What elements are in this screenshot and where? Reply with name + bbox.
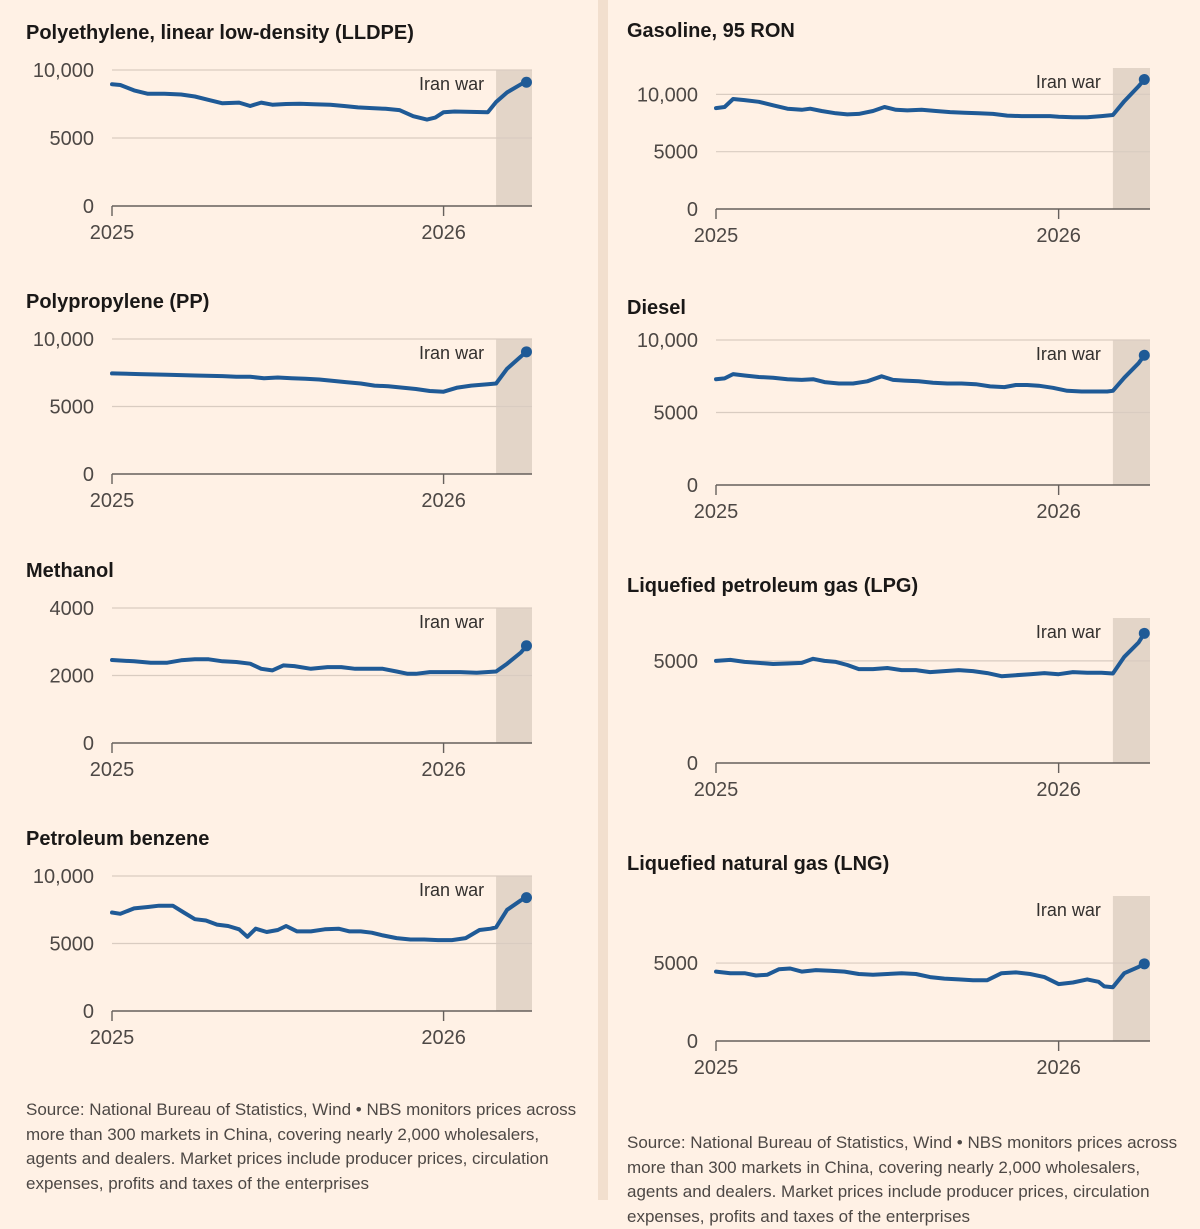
x-tick-label: 2025 xyxy=(90,1027,135,1049)
y-tick-label: 2000 xyxy=(50,666,95,688)
y-tick-label: 5000 xyxy=(50,397,95,419)
x-tick-label: 2025 xyxy=(694,1057,739,1079)
x-tick-label: 2026 xyxy=(421,222,466,244)
source-note-left: Source: National Bureau of Statistics, W… xyxy=(26,1100,577,1193)
x-tick-label: 2026 xyxy=(1036,225,1081,247)
y-tick-label: 5000 xyxy=(654,142,699,164)
y-tick-label: 10,000 xyxy=(33,329,94,351)
iran-war-label: Iran war xyxy=(419,74,484,94)
chart-title: Polypropylene (PP) xyxy=(26,291,210,313)
y-tick-label: 10,000 xyxy=(33,866,94,888)
price-line xyxy=(714,961,1147,990)
iran-war-label: Iran war xyxy=(419,612,484,632)
chart-title: Diesel xyxy=(627,297,686,319)
chart-title: Petroleum benzene xyxy=(26,828,210,850)
y-tick-label: 5000 xyxy=(50,934,95,956)
x-tick-label: 2025 xyxy=(90,222,135,244)
x-tick-label: 2025 xyxy=(694,779,739,801)
y-tick-label: 0 xyxy=(83,1001,94,1023)
chart-svg: 0 5000 10,000 2025 2026 Iran war xyxy=(33,60,532,244)
latest-value-dot xyxy=(1138,958,1150,970)
y-tick-label: 10,000 xyxy=(33,60,94,82)
chart-svg: 0 5000 2025 2026 Iran war xyxy=(654,896,1150,1079)
latest-value-dot xyxy=(1138,349,1150,361)
price-line xyxy=(714,631,1147,679)
chart-title: Polyethylene, linear low-density (LLDPE) xyxy=(26,22,414,44)
y-tick-label: 5000 xyxy=(50,128,95,150)
price-line xyxy=(714,77,1147,120)
x-tick-label: 2025 xyxy=(90,759,135,781)
y-tick-label: 5000 xyxy=(654,953,699,975)
iran-war-label: Iran war xyxy=(1036,900,1101,920)
x-tick-label: 2026 xyxy=(1036,1057,1081,1079)
chart-svg: 0 5000 10,000 2025 2026 Iran war xyxy=(33,329,532,512)
x-tick-label: 2026 xyxy=(1036,501,1081,523)
chart-svg: 0 5000 2025 2026 Iran war xyxy=(654,618,1150,801)
latest-value-dot xyxy=(1138,627,1150,639)
panel-divider xyxy=(598,0,608,1200)
source-note-right: Source: National Bureau of Statistics, W… xyxy=(627,1133,1178,1226)
price-line xyxy=(110,643,529,676)
iran-war-label: Iran war xyxy=(419,343,484,363)
x-tick-label: 2026 xyxy=(421,490,466,512)
y-tick-label: 5000 xyxy=(654,403,699,425)
iran-war-label: Iran war xyxy=(1036,622,1101,642)
chart-svg: 0 5000 10,000 2025 2026 Iran war xyxy=(637,330,1150,523)
x-tick-label: 2026 xyxy=(421,1027,466,1049)
y-tick-label: 0 xyxy=(83,733,94,755)
price-line xyxy=(110,895,529,943)
y-tick-label: 0 xyxy=(83,196,94,218)
latest-value-dot xyxy=(520,346,532,358)
latest-value-dot xyxy=(520,76,532,88)
y-tick-label: 0 xyxy=(687,753,698,775)
price-line xyxy=(110,80,529,122)
price-line xyxy=(714,353,1147,394)
chart-title: Methanol xyxy=(26,560,114,582)
iran-war-band xyxy=(1112,68,1150,209)
x-tick-label: 2025 xyxy=(90,490,135,512)
y-tick-label: 0 xyxy=(83,464,94,486)
y-tick-label: 5000 xyxy=(654,651,699,673)
chart-title: Liquefied natural gas (LNG) xyxy=(627,853,890,875)
iran-war-label: Iran war xyxy=(1036,344,1101,364)
latest-value-dot xyxy=(1138,73,1150,85)
chart-svg: 0 2000 4000 2025 2026 Iran war xyxy=(50,598,532,781)
price-line xyxy=(110,349,529,394)
y-tick-label: 0 xyxy=(687,475,698,497)
chart-title: Liquefied petroleum gas (LPG) xyxy=(627,575,919,597)
y-tick-label: 10,000 xyxy=(637,330,698,352)
y-tick-label: 0 xyxy=(687,199,698,221)
iran-war-label: Iran war xyxy=(1036,72,1101,92)
iran-war-label: Iran war xyxy=(419,880,484,900)
x-tick-label: 2025 xyxy=(694,501,739,523)
iran-war-band xyxy=(1112,618,1150,763)
latest-value-dot xyxy=(520,892,532,904)
chart-svg: 0 5000 10,000 2025 2026 Iran war xyxy=(33,866,532,1049)
y-tick-label: 10,000 xyxy=(637,84,698,106)
latest-value-dot xyxy=(520,640,532,652)
chart-title: Gasoline, 95 RON xyxy=(627,20,795,42)
x-tick-label: 2026 xyxy=(421,759,466,781)
y-tick-label: 4000 xyxy=(50,598,95,620)
x-tick-label: 2026 xyxy=(1036,779,1081,801)
y-tick-label: 0 xyxy=(687,1031,698,1053)
x-tick-label: 2025 xyxy=(694,225,739,247)
chart-svg: 0 5000 10,000 2025 2026 Iran war xyxy=(637,68,1150,247)
